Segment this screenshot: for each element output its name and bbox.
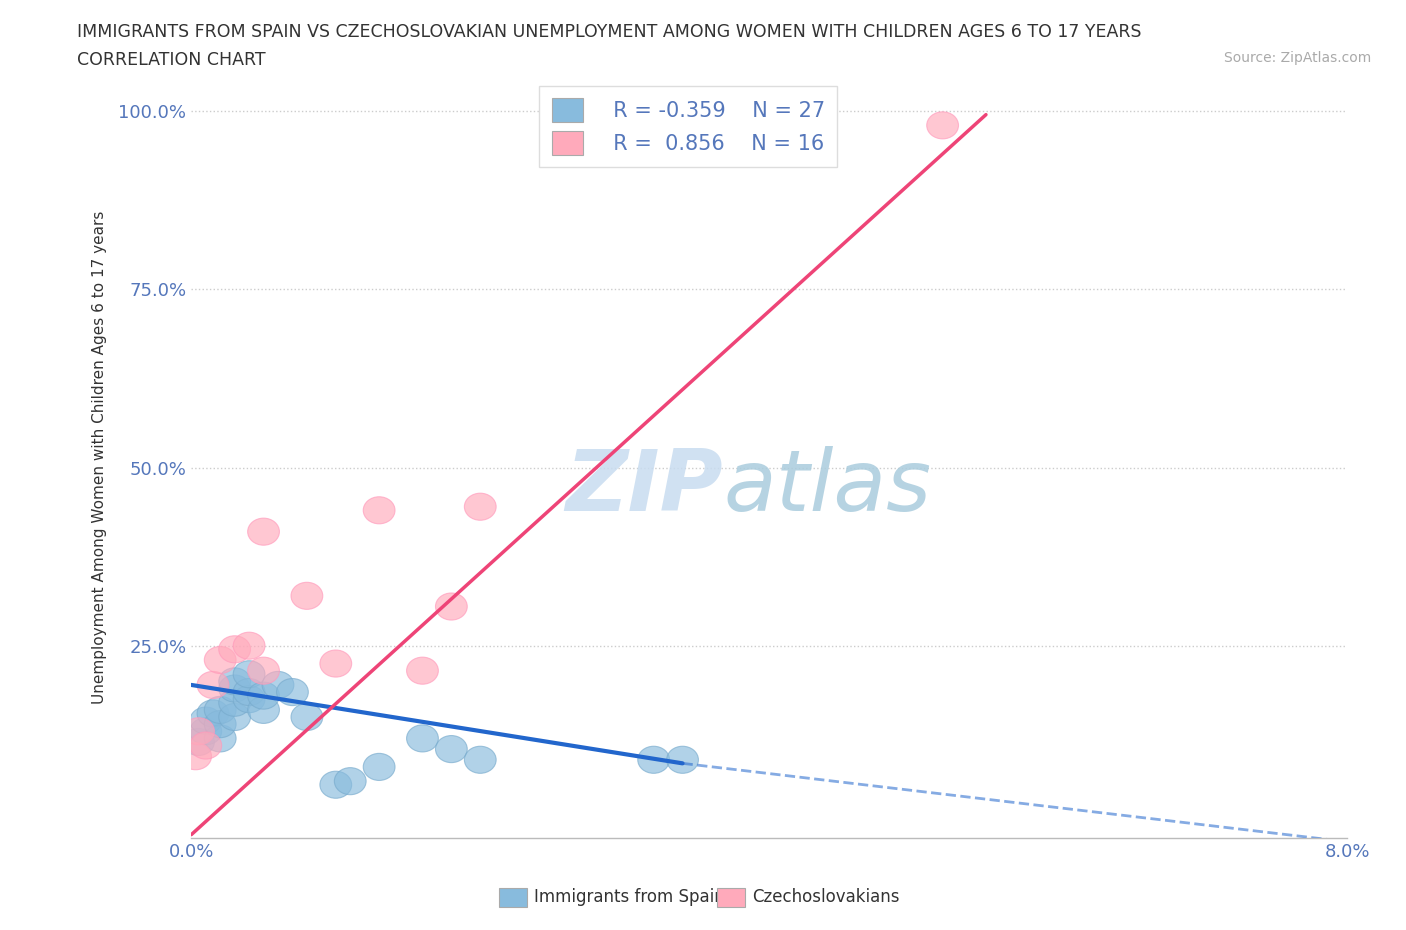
Ellipse shape: [190, 718, 222, 745]
Ellipse shape: [464, 493, 496, 520]
Legend:   R = -0.359    N = 27,   R =  0.856    N = 16: R = -0.359 N = 27, R = 0.856 N = 16: [540, 86, 838, 167]
Text: ZIP: ZIP: [565, 445, 723, 529]
Ellipse shape: [219, 636, 250, 663]
Ellipse shape: [204, 711, 236, 737]
Text: Source: ZipAtlas.com: Source: ZipAtlas.com: [1223, 51, 1371, 65]
Ellipse shape: [219, 689, 250, 716]
Ellipse shape: [219, 675, 250, 702]
Text: Czechoslovakians: Czechoslovakians: [752, 888, 900, 907]
Ellipse shape: [233, 679, 264, 706]
Ellipse shape: [321, 650, 352, 677]
Ellipse shape: [363, 497, 395, 524]
Ellipse shape: [436, 593, 467, 620]
Ellipse shape: [927, 112, 959, 139]
Ellipse shape: [190, 732, 222, 759]
Ellipse shape: [363, 753, 395, 780]
Ellipse shape: [464, 746, 496, 774]
Ellipse shape: [219, 703, 250, 731]
Ellipse shape: [204, 724, 236, 752]
Text: IMMIGRANTS FROM SPAIN VS CZECHOSLOVAKIAN UNEMPLOYMENT AMONG WOMEN WITH CHILDREN : IMMIGRANTS FROM SPAIN VS CZECHOSLOVAKIAN…: [77, 23, 1142, 41]
Text: Immigrants from Spain: Immigrants from Spain: [534, 888, 725, 907]
Ellipse shape: [321, 771, 352, 798]
Ellipse shape: [247, 518, 280, 545]
Ellipse shape: [180, 743, 211, 770]
Ellipse shape: [291, 703, 323, 731]
Ellipse shape: [204, 697, 236, 724]
Ellipse shape: [436, 736, 467, 763]
Ellipse shape: [233, 660, 264, 688]
Ellipse shape: [197, 700, 229, 727]
Ellipse shape: [262, 671, 294, 698]
Ellipse shape: [335, 767, 366, 795]
Ellipse shape: [247, 658, 280, 684]
Y-axis label: Unemployment Among Women with Children Ages 6 to 17 years: Unemployment Among Women with Children A…: [93, 210, 107, 703]
Ellipse shape: [247, 697, 280, 724]
Ellipse shape: [197, 671, 229, 698]
Ellipse shape: [190, 707, 222, 734]
Ellipse shape: [247, 682, 280, 710]
Ellipse shape: [291, 582, 323, 609]
Ellipse shape: [233, 632, 264, 659]
Ellipse shape: [183, 728, 215, 755]
Ellipse shape: [406, 658, 439, 684]
Ellipse shape: [638, 746, 669, 774]
Text: CORRELATION CHART: CORRELATION CHART: [77, 51, 266, 69]
Ellipse shape: [666, 746, 699, 774]
Text: atlas: atlas: [723, 445, 931, 529]
Ellipse shape: [219, 668, 250, 695]
Ellipse shape: [277, 679, 308, 706]
Ellipse shape: [233, 685, 264, 712]
Ellipse shape: [204, 646, 236, 673]
Ellipse shape: [406, 724, 439, 752]
Ellipse shape: [183, 718, 215, 745]
